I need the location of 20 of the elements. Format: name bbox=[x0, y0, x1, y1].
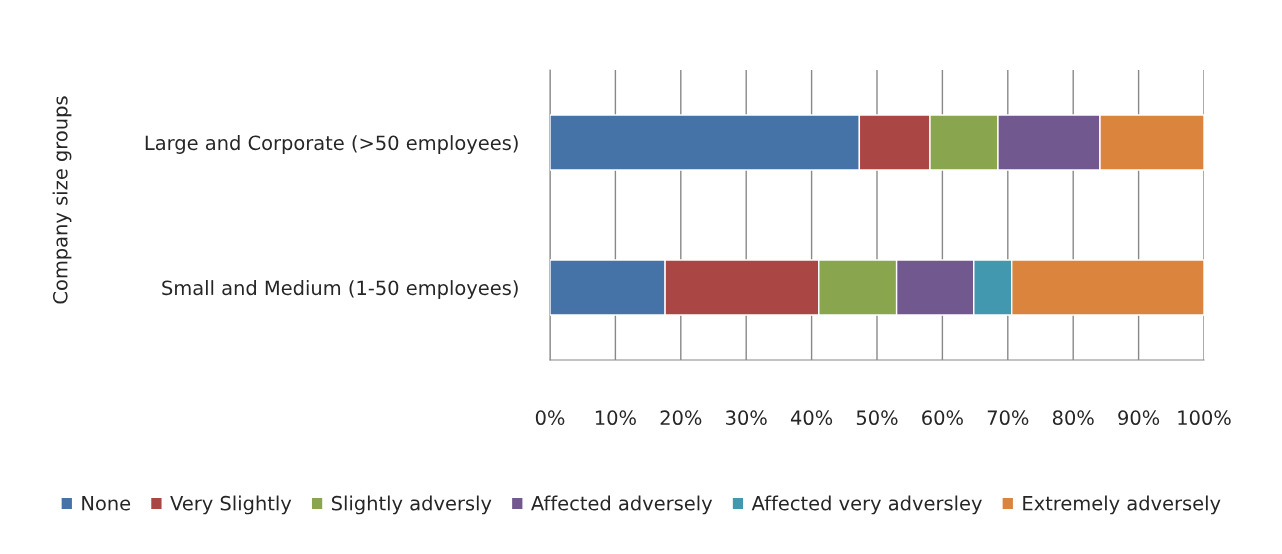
legend-label: Extremely adversely bbox=[1023, 495, 1221, 515]
y-tick-label: Large and Corporate (>50 employees) bbox=[145, 135, 518, 154]
x-tick-label: 20% bbox=[660, 410, 702, 426]
legend-label: Very Slightly bbox=[170, 495, 292, 515]
x-tick-label: 80% bbox=[1052, 410, 1094, 426]
x-tick-label: 40% bbox=[790, 410, 833, 426]
x-tick-label: 50% bbox=[856, 410, 898, 426]
y-tick-label: Small and Medium (1-50 employees) bbox=[162, 280, 518, 299]
x-tick-label: 30% bbox=[726, 410, 767, 426]
legend-label: None bbox=[82, 496, 131, 511]
x-tick-label: 0% bbox=[535, 410, 565, 426]
legend-label: Affected very adversley bbox=[751, 495, 982, 515]
x-tick-label: 100% bbox=[1178, 410, 1231, 426]
x-tick-label: 70% bbox=[987, 410, 1029, 426]
x-tick-label: 60% bbox=[922, 410, 963, 426]
x-tick-label: 90% bbox=[1118, 410, 1160, 426]
y-axis-title: Company size groups bbox=[52, 96, 72, 304]
legend-label: Slightly adversly bbox=[331, 495, 492, 515]
legend-label: Affected adversely bbox=[531, 495, 713, 515]
x-tick-label: 10% bbox=[595, 410, 636, 426]
